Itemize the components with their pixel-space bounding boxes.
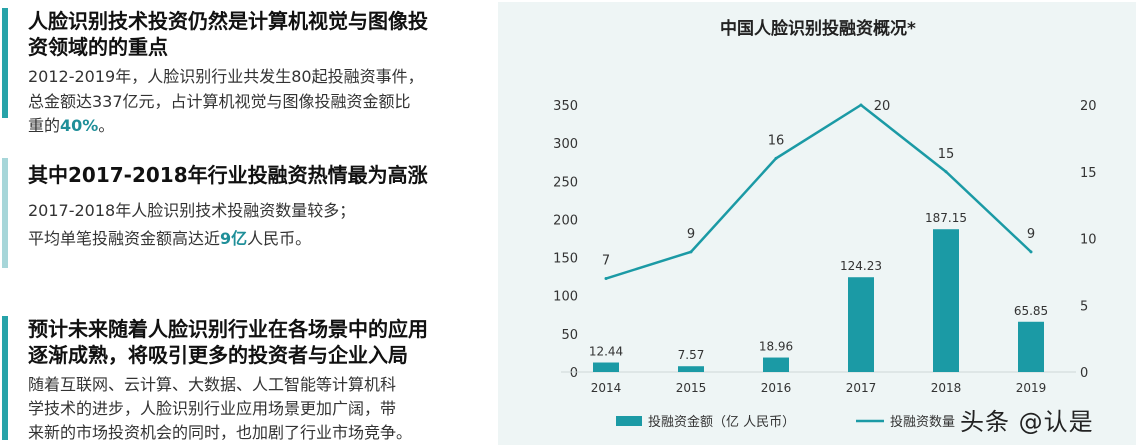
chart-panel: 中国人脸识别投融资概况* 0 50 100 150 200 250 300 350 0 5 10 15… xyxy=(498,2,1136,445)
section1-text-line1: 2012-2019年，人脸识别行业共发生80起投融资事件， xyxy=(28,67,424,86)
count-label-2017: 20 xyxy=(874,99,891,114)
y-right-tick-label: 15 xyxy=(1080,166,1097,181)
y-left-tick-label: 150 xyxy=(553,252,578,267)
x-tick-label: 2017 xyxy=(846,381,877,395)
section3-text-line3: 来新的市场投资机会的同时，也加剧了行业市场竞争。 xyxy=(28,423,413,442)
section3-text-line1: 随着互联网、云计算、大数据、人工智能等计算机科 xyxy=(28,375,397,394)
count-point-2015 xyxy=(689,250,693,254)
section1-text-line3-pre: 重的 xyxy=(28,116,61,135)
count-series-line xyxy=(605,103,1032,280)
bar-2016 xyxy=(763,357,789,372)
bar-2017 xyxy=(848,277,874,372)
count-point-2016 xyxy=(774,156,778,160)
count-point-2019 xyxy=(1029,250,1033,254)
chart-title: 中国人脸识别投融资概况* xyxy=(720,18,916,39)
count-point-2014 xyxy=(604,277,608,281)
count-label-2015: 9 xyxy=(687,227,695,242)
section3-title-line1: 预计未来随着人脸识别行业在各场景中的应用 xyxy=(28,317,428,341)
y-left-tick-label: 50 xyxy=(561,328,578,343)
y-left-tick-label: 350 xyxy=(553,99,578,114)
x-tick-label: 2015 xyxy=(676,381,707,395)
section1-title-line1: 人脸识别技术投资仍然是计算机视觉与图像投 xyxy=(28,9,428,33)
section3-accent-bar xyxy=(2,316,8,440)
legend-bar-swatch xyxy=(616,416,642,426)
count-point-2018 xyxy=(944,170,948,174)
section1-text-line2: 总金额达337亿元，占计算机视觉与图像投融资金额比 xyxy=(28,92,411,111)
watermark-text: 头条 @认是 xyxy=(960,408,1094,436)
legend-line-label: 投融资数量 xyxy=(890,414,955,430)
count-label-2016: 16 xyxy=(768,133,785,148)
section2-accent-bar xyxy=(2,158,8,268)
section2-text-line2-post: 人民币。 xyxy=(247,229,312,248)
bar-label-2014: 12.44 xyxy=(589,345,623,359)
section2-highlight: 9亿 xyxy=(220,229,248,248)
bar-2015 xyxy=(678,366,704,372)
x-tick-label: 2014 xyxy=(591,381,622,395)
bar-label-2018: 187.15 xyxy=(925,211,967,225)
bar-label-2017: 124.23 xyxy=(840,259,882,273)
chart-svg: 中国人脸识别投融资概况* 0 50 100 150 200 250 300 350 0 5 10 15… xyxy=(553,18,1097,430)
section1-text-line3: 重的40%。 xyxy=(28,113,114,139)
bar-2018 xyxy=(933,229,959,372)
count-label-2018: 15 xyxy=(938,147,955,162)
y-right-tick-label: 10 xyxy=(1080,233,1097,248)
y-right-tick-label: 5 xyxy=(1080,299,1088,314)
legend-bar-label: 投融资金额（亿 人民币） xyxy=(648,414,795,430)
section2-text-line1: 2017-2018年人脸识别技术投融资数量较多； xyxy=(28,201,356,220)
count-label-2019: 9 xyxy=(1027,227,1035,242)
bar-label-2019: 65.85 xyxy=(1014,304,1048,318)
x-tick-label: 2016 xyxy=(761,381,792,395)
y-left-tick-label: 300 xyxy=(553,137,578,152)
section2-title: 其中2017-2018年行业投融资热情最为高涨 xyxy=(28,163,428,187)
bar-2019 xyxy=(1018,321,1044,372)
y-right-tick-label: 0 xyxy=(1080,366,1088,381)
bar-2014 xyxy=(593,362,619,372)
x-tick-label: 2018 xyxy=(931,381,962,395)
section1-text-line3-post: 。 xyxy=(98,116,115,135)
section3-text-line2: 学技术的进步，人脸识别行业应用场景更加广阔，带 xyxy=(28,399,397,418)
section2-text-line2: 平均单笔投融资金额高达近9亿人民币。 xyxy=(28,226,311,252)
left-text-panel: 人脸识别技术投资仍然是计算机视觉与图像投 资领域的的重点 2012-2019年，… xyxy=(0,0,480,447)
y-left-tick-label: 100 xyxy=(553,290,578,305)
count-point-2017 xyxy=(859,103,863,107)
section1-highlight: 40% xyxy=(60,116,99,135)
y-left-tick-label: 200 xyxy=(553,213,578,228)
y-left-tick-label: 250 xyxy=(553,175,578,190)
y-left-tick-label: 0 xyxy=(570,366,578,381)
bar-label-2015: 7.57 xyxy=(678,348,705,362)
y-right-tick-label: 20 xyxy=(1080,99,1097,114)
section1-accent-bar xyxy=(2,8,8,118)
section1-title-line2: 资领域的的重点 xyxy=(28,35,168,59)
section3-title-line2: 逐渐成熟，将吸引更多的投资者与企业入局 xyxy=(28,343,408,367)
count-label-2014: 7 xyxy=(602,254,610,269)
bar-label-2016: 18.96 xyxy=(759,340,793,354)
section2-text-line2-pre: 平均单笔投融资金额高达近 xyxy=(28,229,221,248)
x-tick-label: 2019 xyxy=(1016,381,1047,395)
